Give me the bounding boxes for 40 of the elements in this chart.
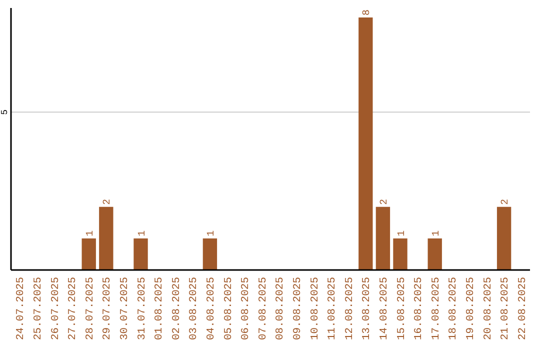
x-tick-label: 14.08.2025: [378, 277, 390, 340]
x-tick-label: 15.08.2025: [396, 277, 408, 340]
x-tick-label: 10.08.2025: [309, 277, 322, 340]
x-tick-label: 06.08.2025: [240, 277, 252, 340]
x-tick-label: 16.08.2025: [413, 277, 426, 340]
x-tick-label: 17.08.2025: [430, 277, 442, 340]
x-tick-label: 07.08.2025: [257, 277, 270, 340]
x-tick-label: 30.07.2025: [118, 277, 131, 340]
x-tick-label: 24.07.2025: [15, 277, 28, 340]
x-tick-label: 25.07.2025: [32, 277, 44, 340]
x-tick-label: 08.08.2025: [274, 277, 287, 340]
data-label: 2: [379, 198, 390, 205]
x-tick-label: 18.08.2025: [448, 277, 460, 340]
x-tick-label: 31.07.2025: [136, 277, 148, 340]
data-label: 1: [85, 230, 96, 236]
x-tick-label: 02.08.2025: [170, 277, 183, 340]
data-label: 2: [102, 198, 114, 205]
data-label: 2: [500, 198, 512, 205]
x-tick-label: 19.08.2025: [464, 277, 477, 340]
x-tick-label: 04.08.2025: [205, 277, 218, 340]
x-tick-label: 28.07.2025: [84, 277, 96, 340]
x-tick-label: 26.07.2025: [50, 277, 62, 340]
x-tick-label: 27.07.2025: [67, 277, 80, 340]
data-label: 1: [137, 230, 148, 236]
data-label: 1: [431, 230, 442, 236]
data-label: 1: [206, 230, 218, 236]
x-tick-label: 12.08.2025: [344, 277, 356, 340]
data-label: 1: [396, 230, 408, 236]
x-tick-label: 05.08.2025: [222, 277, 235, 340]
x-tick-label: 21.08.2025: [500, 277, 512, 340]
x-tick-label: 11.08.2025: [326, 277, 339, 340]
x-tick-label: 29.07.2025: [102, 277, 114, 340]
data-label: 8: [362, 9, 374, 16]
x-tick-label: 20.08.2025: [482, 277, 494, 340]
x-tick-label: 03.08.2025: [188, 277, 200, 340]
x-tick-label: 09.08.2025: [292, 277, 304, 340]
y-tick-label: 5: [0, 109, 10, 115]
x-tick-label: 13.08.2025: [361, 277, 374, 340]
x-tick-label: 01.08.2025: [154, 277, 166, 340]
x-tick-label: 22.08.2025: [516, 277, 529, 340]
